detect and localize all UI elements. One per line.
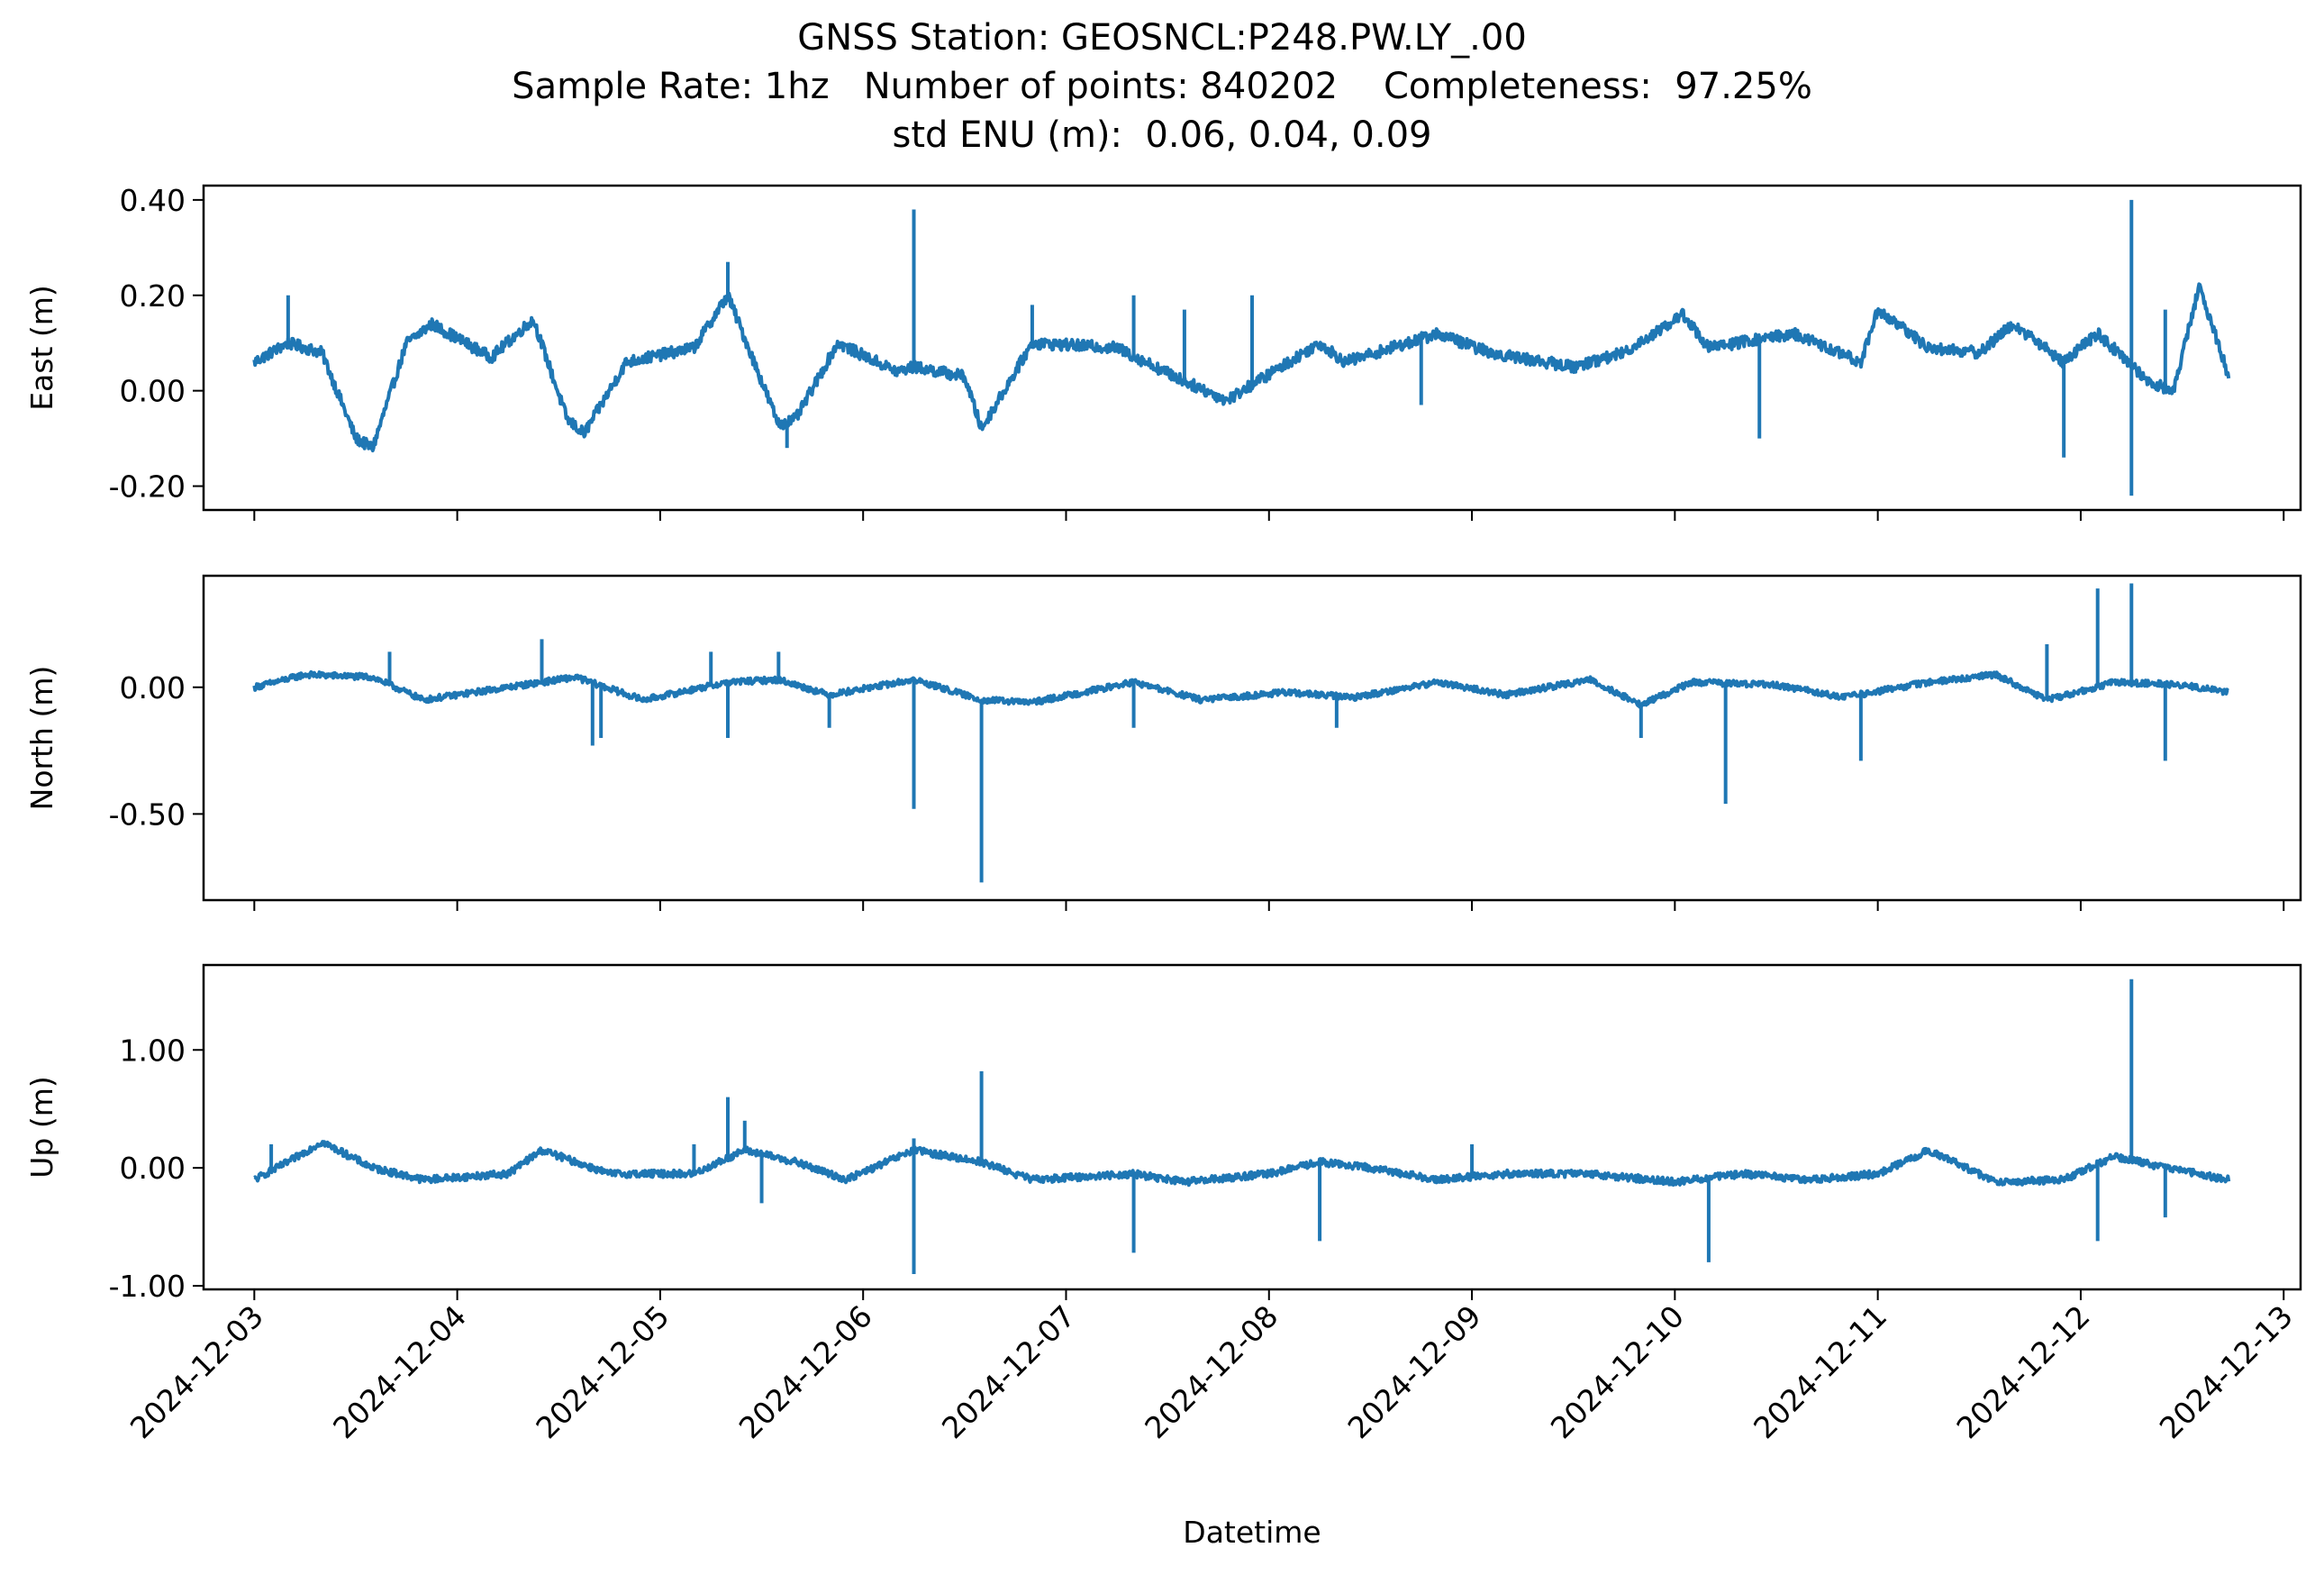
x-tick-label: 2024-12-06: [732, 1298, 879, 1445]
x-tick-label: 2024-12-12: [1949, 1298, 2096, 1445]
x-tick-label: 2024-12-04: [326, 1298, 473, 1445]
y-tick-label: 0.00: [120, 670, 186, 706]
y-tick-label: -0.50: [109, 797, 186, 832]
y-axis-label: East (m): [24, 285, 59, 411]
x-axis-label: Datetime: [1183, 1515, 1321, 1550]
x-tick-label: 2024-12-05: [529, 1298, 676, 1445]
y-axis-label: Up (m): [24, 1076, 59, 1179]
x-tick-label: 2024-12-10: [1544, 1298, 1691, 1445]
y-tick-label: 0.20: [120, 278, 186, 314]
title-stats: Sample Rate: 1hz Number of points: 84020…: [512, 66, 1812, 107]
title-station: GNSS Station: GEOSNCL:P248.PW.LY_.00: [797, 17, 1527, 59]
series-line-east: [252, 282, 2231, 452]
x-tick-label: 2024-12-08: [1138, 1298, 1285, 1445]
y-axis-label: North (m): [24, 666, 59, 811]
x-tick-label: 2024-12-09: [1341, 1298, 1488, 1445]
plot-frame-2: [202, 574, 2302, 902]
x-tick-label: 2024-12-07: [935, 1298, 1082, 1445]
title-std: std ENU (m): 0.06, 0.04, 0.09: [892, 114, 1432, 156]
x-tick-label: 2024-12-13: [2153, 1298, 2300, 1445]
series-line-north: [252, 669, 2230, 709]
y-tick-label: 0.40: [120, 183, 186, 218]
plot-frame-1: [202, 184, 2302, 512]
y-tick-label: -1.00: [109, 1269, 186, 1304]
y-tick-label: -0.20: [109, 469, 186, 505]
plot-frame-3: [202, 963, 2302, 1291]
series-line-up: [253, 1140, 2231, 1188]
y-tick-label: 1.00: [120, 1033, 186, 1068]
y-tick-label: 0.00: [120, 374, 186, 409]
y-tick-label: 0.00: [120, 1151, 186, 1186]
x-tick-label: 2024-12-03: [123, 1298, 270, 1445]
x-tick-label: 2024-12-11: [1747, 1298, 1893, 1445]
